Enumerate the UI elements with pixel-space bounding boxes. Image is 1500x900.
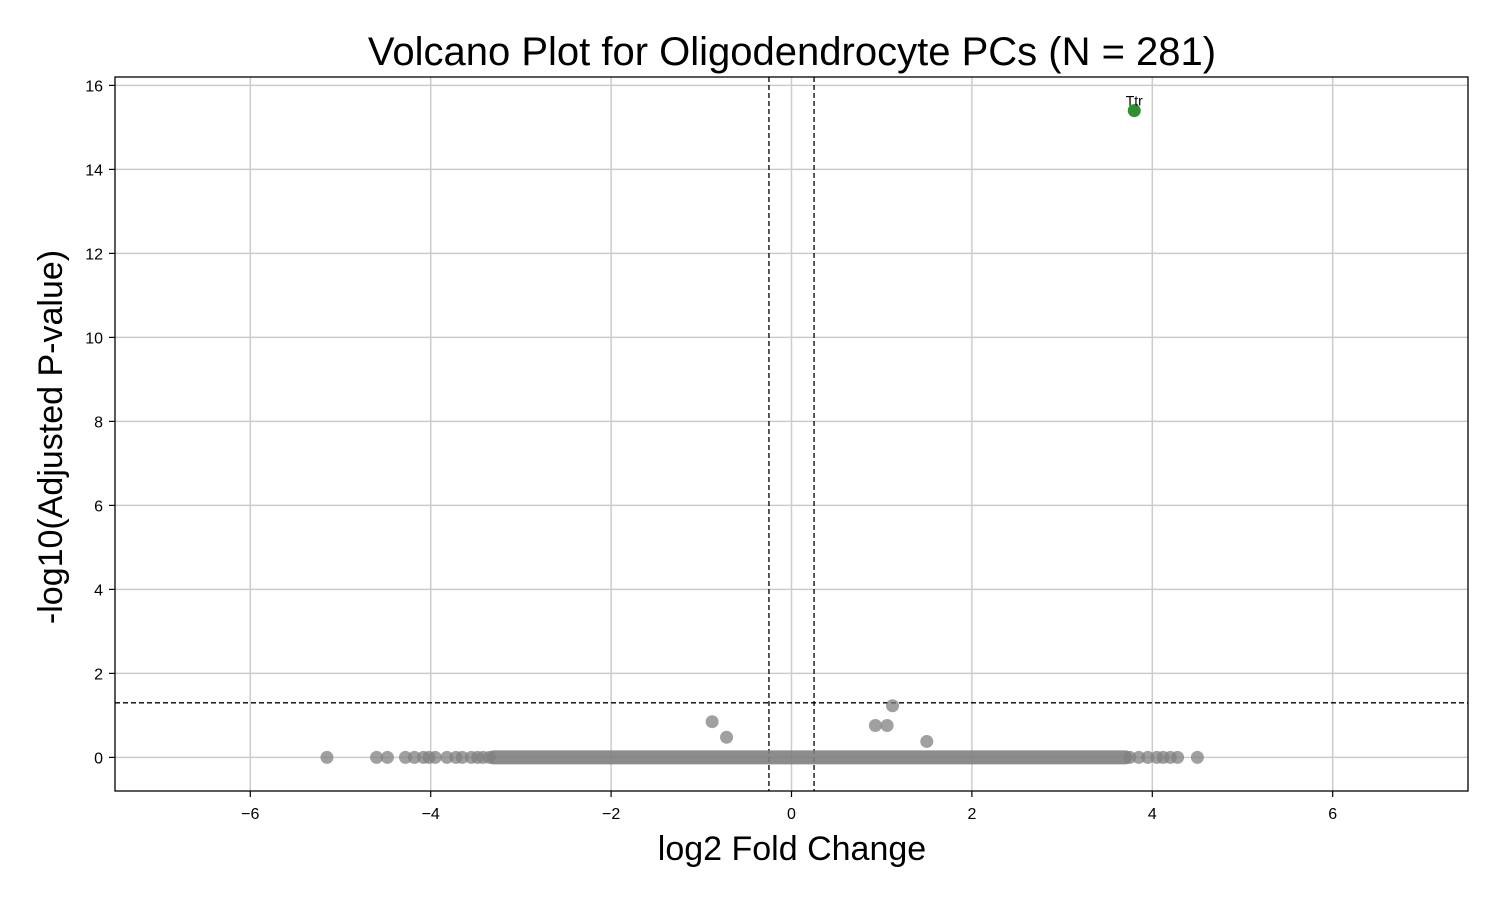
x-tick-label: 2 [967,806,976,823]
x-axis-title: log2 Fold Change [658,830,926,868]
threshold-lines [115,77,1468,791]
nonsignificant-point [320,750,334,764]
y-tick-label: 14 [85,162,103,179]
y-tick-label: 10 [85,330,103,347]
y-tick-label: 8 [94,414,103,431]
y-axis-ticks: 0 2 4 6 8 10 12 14 16 [85,78,115,767]
nonsignificant-point [380,750,394,764]
y-tick-label: 0 [94,750,103,767]
y-tick-label: 16 [85,78,103,95]
chart-title: Volcano Plot for Oligodendrocyte PCs (N … [368,30,1216,74]
nonsignificant-point [1171,750,1185,764]
dense-point-band [486,750,1133,765]
y-tick-label: 6 [94,498,103,515]
nonsignificant-point [868,718,882,732]
nonsignificant-point [407,750,421,764]
significant-point [1127,104,1141,118]
nonsignificant-point [705,715,719,729]
x-tick-label: −4 [422,806,440,823]
y-axis-title: -log10(Adjusted P-value) [32,250,70,624]
nonsignificant-point [720,730,734,744]
nonsignificant-point [440,750,454,764]
nonsignificant-point [880,718,894,732]
nonsignificant-point [398,750,412,764]
x-tick-label: 0 [787,806,796,823]
point-label: Ttr [1126,93,1143,109]
nonsignificant-baseline-band [486,750,1133,765]
data-points: Ttr [320,93,1204,764]
nonsignificant-point [886,699,900,713]
nonsignificant-point [1190,750,1204,764]
y-tick-label: 4 [94,582,103,599]
x-tick-label: 4 [1148,806,1157,823]
grid-lines [115,77,1468,791]
x-axis-ticks: −6 −4 −2 0 2 4 6 [241,791,1337,823]
nonsignificant-point [1141,750,1155,764]
nonsignificant-point [455,750,469,764]
nonsignificant-point [482,750,496,764]
nonsignificant-point [920,734,934,748]
x-tick-label: 6 [1328,806,1337,823]
nonsignificant-point [1132,750,1146,764]
nonsignificant-point [428,750,442,764]
nonsignificant-point [370,750,384,764]
y-tick-label: 2 [94,666,103,683]
x-tick-label: −6 [241,806,259,823]
y-tick-label: 12 [85,246,103,263]
x-tick-label: −2 [602,806,620,823]
nonsignificant-point [1123,750,1137,764]
